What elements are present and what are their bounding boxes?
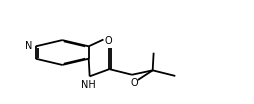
Text: O: O: [130, 78, 138, 88]
Text: O: O: [105, 36, 112, 46]
Text: N: N: [25, 41, 33, 51]
Text: NH: NH: [81, 80, 96, 90]
